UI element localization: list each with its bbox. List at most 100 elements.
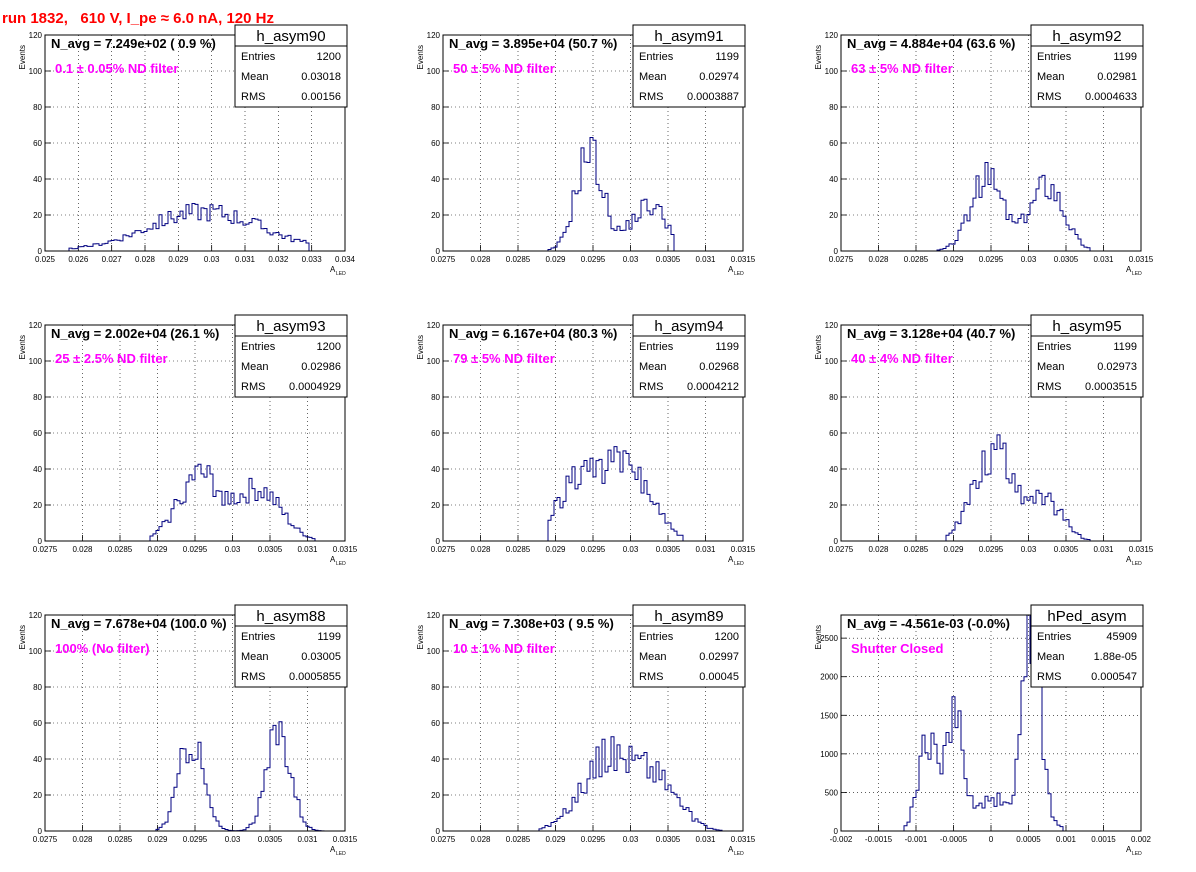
navg-label: N_avg = 3.128e+04 (40.7 %) (847, 326, 1015, 341)
y-tick-label: 80 (829, 393, 838, 402)
x-tick-label: 0.031 (235, 255, 256, 264)
y-tick-label: 40 (431, 175, 440, 184)
stats-box (1030, 604, 1144, 688)
stats-key: Mean (241, 71, 269, 83)
stats-key: RMS (1037, 381, 1061, 393)
x-axis-label-subscript: LED (336, 851, 346, 857)
y-axis-label: Events (18, 335, 27, 359)
x-tick-label: 0.0305 (656, 835, 681, 844)
x-tick-label: 0.0295 (581, 255, 606, 264)
x-tick-label: 0.001 (1056, 835, 1077, 844)
x-tick-label: 0.0295 (183, 545, 208, 554)
histogram-pad-h_asym93: 0.0275 0.028 0.0285 0.029 0.0295 0.03 0.0305 0.… (18, 314, 358, 567)
x-axis-label: A (1126, 845, 1132, 854)
filter-label: 50 ± 5% ND filter (453, 61, 555, 76)
stats-box (632, 314, 746, 398)
stats-box (234, 314, 348, 398)
stats-value: 0.0004212 (687, 381, 739, 393)
x-tick-label: 0.0285 (506, 545, 531, 554)
x-tick-label: 0.03 (1021, 545, 1037, 554)
stats-key: Entries (241, 341, 276, 353)
stats-key: Mean (639, 361, 667, 373)
x-tick-label: 0.031 (1093, 255, 1114, 264)
y-tick-label: 60 (33, 719, 42, 728)
y-tick-label: 0 (834, 537, 839, 546)
y-tick-label: 20 (829, 501, 838, 510)
y-tick-label: 100 (825, 357, 839, 366)
x-tick-label: 0.029 (943, 545, 964, 554)
y-tick-label: 0 (834, 247, 839, 256)
y-tick-label: 20 (33, 791, 42, 800)
y-tick-label: 60 (829, 429, 838, 438)
filter-label: 0.1 ± 0.05% ND filter (55, 61, 178, 76)
y-tick-label: 20 (431, 211, 440, 220)
stats-key: Entries (1037, 51, 1072, 63)
plot-frame (44, 614, 346, 832)
filter-label: 25 ± 2.5% ND filter (55, 351, 168, 366)
x-axis-label: A (330, 845, 336, 854)
x-tick-label: 0.0285 (506, 255, 531, 264)
y-tick-label: 80 (431, 103, 440, 112)
stats-value: 0.000547 (1091, 671, 1137, 683)
y-tick-label: 40 (431, 465, 440, 474)
plot-frame (44, 34, 346, 252)
y-tick-label: 80 (33, 683, 42, 692)
filter-label: 100% (No filter) (55, 641, 150, 656)
stats-value: 0.03018 (301, 71, 341, 83)
stats-key: Entries (1037, 341, 1072, 353)
y-tick-label: 60 (431, 719, 440, 728)
histogram-name: h_asym93 (256, 318, 325, 335)
y-tick-label: 40 (33, 465, 42, 474)
x-tick-label: 0.029 (943, 255, 964, 264)
y-tick-label: 80 (33, 393, 42, 402)
histogram-series (45, 721, 345, 832)
x-tick-label: 0.028 (868, 255, 889, 264)
y-tick-label: 40 (829, 465, 838, 474)
x-tick-label: 0.0015 (1091, 835, 1116, 844)
x-tick-label: 0.0275 (431, 255, 456, 264)
stats-box (234, 24, 348, 108)
y-tick-label: 100 (29, 357, 43, 366)
x-tick-label: 0.0295 (183, 835, 208, 844)
stats-key: Entries (639, 341, 674, 353)
y-tick-label: 120 (427, 31, 441, 40)
histogram-series (443, 137, 743, 252)
y-tick-label: 80 (829, 103, 838, 112)
x-tick-label: 0.029 (545, 545, 566, 554)
stats-value: 0.02968 (699, 361, 739, 373)
x-axis-label: A (1126, 555, 1132, 564)
stats-box (234, 604, 348, 688)
stats-value: 0.0003515 (1085, 381, 1137, 393)
stats-value: 0.02974 (699, 71, 739, 83)
stats-value: 0.03005 (301, 651, 341, 663)
y-axis-label: Events (814, 625, 823, 649)
stats-value: 1199 (715, 51, 739, 63)
y-tick-label: 20 (33, 211, 42, 220)
x-tick-label: 0.0275 (33, 835, 58, 844)
plot-frame (442, 324, 744, 542)
y-tick-label: 0 (436, 537, 441, 546)
y-tick-label: 500 (825, 788, 839, 797)
y-axis-label: Events (814, 335, 823, 359)
histogram-pad-h_asym95: 0.0275 0.028 0.0285 0.029 0.0295 0.03 0.0305 0.… (814, 314, 1154, 567)
stats-key: RMS (241, 91, 265, 103)
x-axis-label-subscript: LED (734, 851, 744, 857)
x-tick-label: 0.029 (147, 545, 168, 554)
y-tick-label: 2000 (820, 673, 838, 682)
x-tick-label: 0.028 (470, 255, 491, 264)
y-tick-label: 120 (825, 321, 839, 330)
x-axis-label: A (330, 555, 336, 564)
x-tick-label: 0.0305 (656, 545, 681, 554)
x-tick-label: 0.0295 (581, 835, 606, 844)
x-tick-label: 0.03 (623, 255, 639, 264)
histogram-pad-h_asym88: 0.0275 0.028 0.0285 0.029 0.0295 0.03 0.0305 0.… (18, 604, 358, 857)
plot-frame (840, 324, 1142, 542)
x-axis-label-subscript: LED (1132, 561, 1142, 567)
x-tick-label: 0.031 (695, 545, 716, 554)
y-axis-label: Events (416, 625, 425, 649)
x-tick-label: -0.001 (905, 835, 928, 844)
y-tick-label: 100 (427, 357, 441, 366)
stats-key: RMS (1037, 671, 1061, 683)
x-tick-label: 0.0275 (431, 835, 456, 844)
